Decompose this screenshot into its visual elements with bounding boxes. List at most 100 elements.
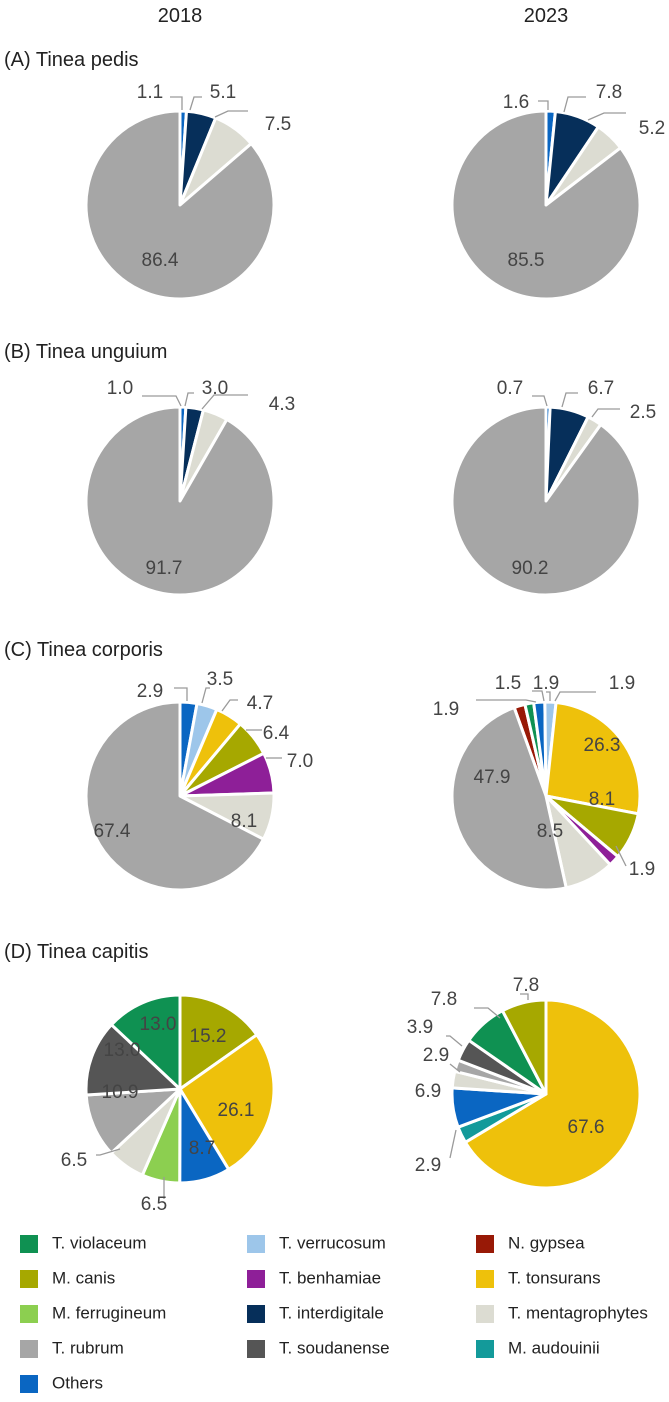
data-label-t-mentagrophytes: 6.5 (61, 1150, 87, 1171)
data-label-m-canis: 15.2 (190, 1026, 227, 1047)
pie-corporis-2023: 1.9 1.5 1.9 1.9 26.3 8.1 1.9 8.5 47.9 (433, 673, 655, 892)
leader-line-others (538, 100, 549, 110)
data-label-others: 1.6 (503, 92, 529, 113)
pie-unguium-2018: 1.0 3.0 4.3 91.7 (84, 378, 295, 597)
legend-swatch-others (20, 1375, 38, 1393)
data-label-t-violaceum: 7.8 (431, 989, 457, 1010)
leader-line-t-interdigitale (563, 96, 586, 113)
data-label-others: 8.7 (189, 1138, 215, 1159)
legend-item-t-soudanense: T. soudanense (247, 1338, 390, 1358)
legend-label-t-mentagrophytes: T. mentagrophytes (508, 1303, 648, 1322)
legend-swatch-t-mentagrophytes (476, 1305, 494, 1323)
slice-t-tonsurans (544, 701, 642, 816)
data-label-t-tonsurans: 26.1 (218, 1100, 255, 1121)
data-label-others: 1.9 (533, 673, 559, 694)
legend-item-t-mentagrophytes: T. mentagrophytes (476, 1303, 648, 1323)
data-label-t-verrucosum: 3.5 (207, 669, 233, 690)
slice-t-rubrum (84, 700, 265, 892)
data-label-t-interdigitale: 7.8 (596, 82, 622, 103)
data-label-t-mentagrophytes: 4.3 (269, 394, 295, 415)
data-label-t-mentagrophytes: 2.9 (423, 1045, 449, 1066)
pie-capitis-2018: 15.2 26.18.7 6.5 6.5 10.9 13.0 13.0 (61, 993, 276, 1215)
data-label-t-rubrum: 67.4 (94, 821, 131, 842)
leader-line-t-mentagrophytes (214, 110, 248, 118)
legend: T. violaceum T. verrucosum N. gypsea M. can… (20, 1233, 648, 1393)
pie-corporis-2018: 2.9 3.5 4.7 6.4 7.0 8.1 67.4 (84, 669, 313, 892)
leader-line-m-audouinii (449, 1129, 457, 1159)
legend-item-t-interdigitale: T. interdigitale (247, 1303, 384, 1323)
data-label-t-mentagrophytes: 8.1 (231, 811, 257, 832)
leader-line-t-tonsurans (221, 699, 238, 712)
legend-label-m-canis: M. canis (52, 1268, 115, 1287)
slice-t-rubrum (84, 109, 276, 301)
data-label-t-mentagrophytes: 8.5 (537, 821, 563, 842)
leader-line-others (532, 395, 548, 407)
slice-t-tonsurans (463, 998, 642, 1190)
legend-item-others: Others (20, 1373, 103, 1393)
leader-line-others (142, 395, 182, 407)
legend-label-others: Others (52, 1373, 103, 1392)
legend-item-t-verrucosum: T. verrucosum (247, 1233, 386, 1253)
legend-item-t-tonsurans: T. tonsurans (476, 1268, 601, 1288)
pie-pedis-2023: 1.6 7.8 5.2 85.5 (450, 82, 665, 301)
legend-item-n-gypsea: N. gypsea (476, 1233, 585, 1253)
leader-line-t-soudanense (446, 1035, 463, 1047)
data-label-t-interdigitale: 3.0 (202, 378, 228, 399)
data-label-t-tonsurans: 26.3 (584, 735, 621, 756)
data-label-t-rubrum: 10.9 (102, 1082, 139, 1103)
legend-swatch-t-rubrum (20, 1340, 38, 1358)
leader-line-t-mentagrophytes (96, 1148, 121, 1156)
data-label-m-audouinii: 2.9 (415, 1155, 441, 1176)
data-label-m-canis: 6.4 (263, 723, 290, 744)
legend-item-m-canis: M. canis (20, 1268, 115, 1288)
data-label-others: 1.0 (107, 378, 133, 399)
leader-line-n-gypsea (476, 699, 537, 703)
data-label-others: 1.1 (137, 82, 163, 103)
slice-t-violaceum (109, 993, 182, 1091)
legend-label-t-violaceum: T. violaceum (52, 1233, 146, 1252)
slice-t-rubrum (450, 405, 642, 597)
legend-label-t-soudanense: T. soudanense (279, 1338, 390, 1357)
data-label-t-violaceum: 1.5 (495, 673, 521, 694)
legend-swatch-m-audouinii (476, 1340, 494, 1358)
data-label-t-benhamiae: 1.9 (629, 859, 655, 880)
legend-swatch-t-verrucosum (247, 1235, 265, 1253)
data-label-t-verrucosum: 1.9 (609, 673, 635, 694)
data-label-t-benhamiae: 7.0 (287, 751, 313, 772)
pie-charts: 1.1 5.1 7.5 86.4 1.6 7.8 5.2 85.5 1.0 3.0 4.3 91.7 0… (61, 82, 665, 1215)
panel-a-title: (A) Tinea pedis (4, 49, 139, 71)
leader-line-t-interdigitale (561, 392, 578, 408)
data-label-t-mentagrophytes: 7.5 (265, 114, 291, 135)
data-label-t-mentagrophytes: 5.2 (639, 118, 665, 139)
data-label-t-interdigitale: 6.7 (588, 378, 614, 399)
slice-m-canis (178, 993, 259, 1091)
data-label-t-rubrum: 86.4 (142, 250, 179, 271)
legend-label-t-tonsurans: T. tonsurans (508, 1268, 601, 1287)
data-label-others: 6.9 (415, 1081, 441, 1102)
leader-line-t-mentagrophytes (587, 112, 626, 121)
legend-label-t-verrucosum: T. verrucosum (279, 1233, 386, 1252)
leader-line-t-violaceum (474, 1007, 501, 1019)
data-label-m-canis: 8.1 (589, 789, 615, 810)
leader-line-others (170, 96, 183, 110)
pie-pedis-2018: 1.1 5.1 7.5 86.4 (84, 82, 291, 301)
year-header-2018: 2018 (158, 5, 203, 27)
data-label-others: 2.9 (137, 681, 163, 702)
legend-label-t-interdigitale: T. interdigitale (279, 1303, 384, 1322)
pie-capitis-2023: 67.6 2.9 6.9 2.9 3.9 7.8 7.8 (407, 975, 642, 1190)
data-label-t-soudanense: 3.9 (407, 1017, 433, 1038)
data-label-others: 0.7 (497, 378, 523, 399)
panel-b-title: (B) Tinea unguium (4, 341, 167, 363)
data-label-m-canis: 7.8 (513, 975, 539, 996)
data-label-t-rubrum: 47.9 (474, 767, 511, 788)
slice-t-rubrum (450, 706, 568, 892)
data-label-t-rubrum: 91.7 (146, 558, 183, 579)
legend-swatch-t-interdigitale (247, 1305, 265, 1323)
leader-line-t-interdigitale (184, 392, 194, 407)
data-label-t-rubrum: 85.5 (508, 250, 545, 271)
legend-item-t-violaceum: T. violaceum (20, 1233, 146, 1253)
data-label-t-tonsurans: 67.6 (568, 1117, 605, 1138)
leader-line-others (174, 687, 188, 701)
data-label-t-rubrum: 90.2 (512, 558, 549, 579)
